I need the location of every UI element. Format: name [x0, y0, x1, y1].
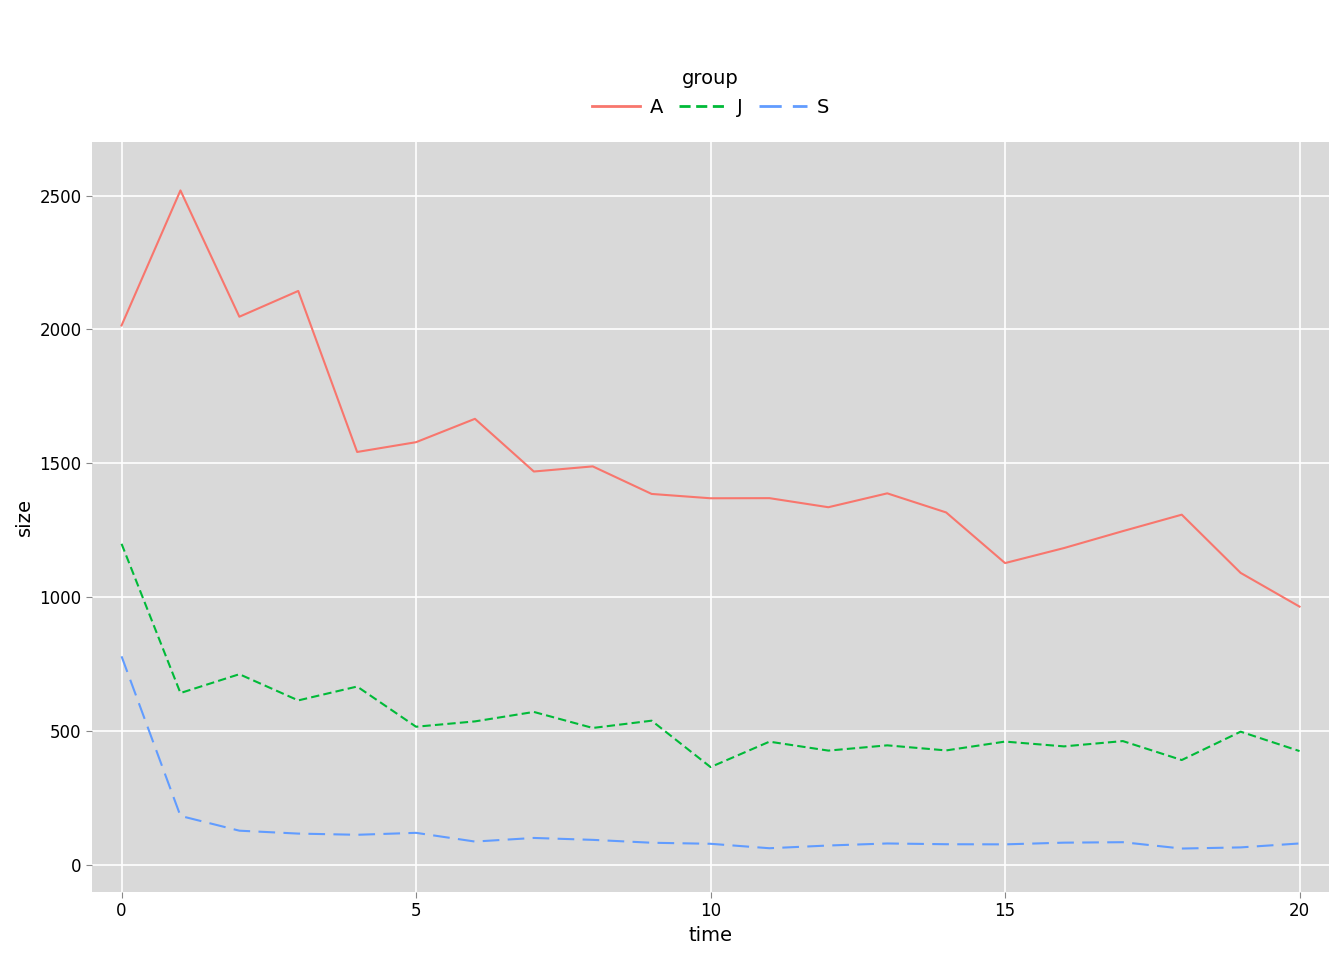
- J: [644, 715, 660, 727]
- A: [409, 437, 425, 448]
- A: [466, 413, 482, 424]
- Y-axis label: size: size: [15, 498, 34, 536]
- A: [997, 558, 1013, 569]
- A: [879, 488, 895, 499]
- Line: J: J: [121, 543, 1300, 767]
- J: [1232, 726, 1249, 737]
- J: [466, 715, 482, 727]
- S: [644, 837, 660, 849]
- J: [1056, 740, 1073, 752]
- A: [1232, 567, 1249, 579]
- J: [526, 707, 542, 718]
- S: [703, 838, 719, 850]
- A: [1056, 542, 1073, 554]
- J: [113, 538, 129, 549]
- S: [290, 828, 306, 839]
- J: [585, 722, 601, 733]
- Line: S: S: [121, 657, 1300, 849]
- A: [1114, 525, 1130, 537]
- J: [349, 681, 366, 692]
- J: [231, 668, 247, 680]
- S: [113, 651, 129, 662]
- A: [820, 501, 836, 513]
- S: [820, 840, 836, 852]
- J: [820, 745, 836, 756]
- X-axis label: time: time: [688, 926, 732, 945]
- J: [1292, 745, 1308, 756]
- J: [290, 695, 306, 707]
- S: [231, 825, 247, 836]
- A: [113, 320, 129, 331]
- S: [1232, 842, 1249, 853]
- S: [1056, 837, 1073, 849]
- A: [703, 492, 719, 504]
- J: [1173, 755, 1189, 766]
- S: [762, 843, 778, 854]
- J: [762, 736, 778, 748]
- S: [1292, 838, 1308, 850]
- S: [1114, 836, 1130, 848]
- J: [703, 761, 719, 773]
- A: [644, 489, 660, 500]
- S: [938, 838, 954, 850]
- A: [938, 507, 954, 518]
- A: [585, 461, 601, 472]
- A: [172, 184, 188, 196]
- J: [1114, 735, 1130, 747]
- A: [290, 285, 306, 297]
- A: [231, 311, 247, 323]
- A: [349, 446, 366, 458]
- S: [1173, 843, 1189, 854]
- Line: A: A: [121, 190, 1300, 607]
- S: [466, 836, 482, 848]
- S: [409, 828, 425, 839]
- J: [879, 739, 895, 751]
- J: [409, 721, 425, 732]
- J: [997, 735, 1013, 747]
- A: [1292, 601, 1308, 612]
- J: [938, 745, 954, 756]
- S: [585, 834, 601, 846]
- S: [879, 838, 895, 850]
- A: [526, 466, 542, 477]
- S: [526, 832, 542, 844]
- J: [172, 687, 188, 699]
- A: [1173, 509, 1189, 520]
- A: [762, 492, 778, 504]
- Legend: A, J, S: A, J, S: [583, 61, 837, 125]
- S: [997, 839, 1013, 851]
- S: [349, 829, 366, 841]
- S: [172, 810, 188, 822]
